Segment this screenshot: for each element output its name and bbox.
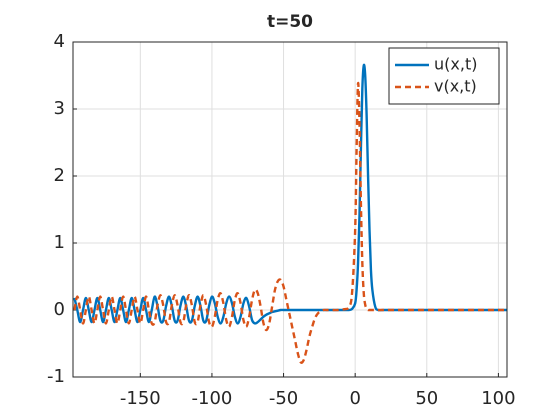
x-tick-label: -150: [120, 388, 161, 409]
y-tick-label: 1: [54, 232, 65, 253]
legend-label: v(x,t): [434, 77, 477, 96]
y-tick-label: 2: [54, 165, 65, 186]
chart-title: t=50: [267, 12, 313, 32]
series-line: [73, 63, 507, 325]
y-tick-label: -1: [47, 366, 65, 387]
x-tick-label: 100: [481, 388, 515, 409]
y-tick-label: 0: [54, 299, 65, 320]
x-tick-label: -50: [269, 388, 298, 409]
y-tick-label: 3: [54, 98, 65, 119]
series-line: [73, 81, 507, 364]
x-tick-label: -100: [192, 388, 233, 409]
legend-box: [388, 47, 500, 105]
axes-box: [72, 41, 508, 378]
y-tick-label: 4: [54, 31, 65, 52]
x-tick-label: 0: [349, 388, 360, 409]
x-tick-label: 50: [415, 388, 438, 409]
legend-label: u(x,t): [434, 55, 477, 74]
